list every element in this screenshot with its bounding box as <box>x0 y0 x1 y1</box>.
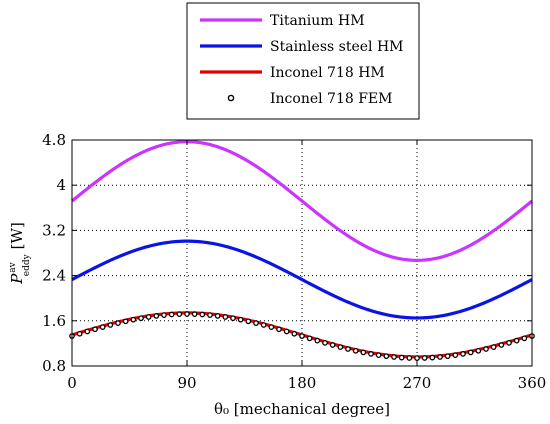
series-marker-inconel-718-fem <box>299 333 305 339</box>
series-marker-inconel-718-fem <box>145 314 152 320</box>
series-marker-inconel-718-fem <box>237 316 244 323</box>
series-marker-inconel-718-fem <box>460 351 466 357</box>
series-marker-inconel-718-fem <box>475 347 482 354</box>
series-marker-inconel-718-fem <box>414 355 420 361</box>
series-marker-inconel-718-fem <box>467 349 474 356</box>
series-marker-inconel-718-fem <box>322 340 328 346</box>
series-marker-inconel-718-fem <box>260 322 267 328</box>
legend-label-stainless-steel-hm: Stainless steel HM <box>270 39 404 55</box>
series-marker-inconel-718-fem <box>352 347 359 354</box>
series-marker-inconel-718-fem <box>153 313 160 319</box>
grid <box>72 140 532 366</box>
series-marker-inconel-718-fem <box>506 340 512 346</box>
series-marker-inconel-718-fem <box>452 352 459 358</box>
series-marker-inconel-718-fem <box>84 328 91 335</box>
series-marker-inconel-718-fem <box>406 355 413 361</box>
series-marker-inconel-718-fem <box>391 354 397 360</box>
legend: Titanium HM Stainless steel HM Inconel 718… <box>186 2 420 120</box>
series-marker-inconel-718-fem <box>130 316 137 323</box>
x-tick-label: 360 <box>518 374 547 392</box>
series-marker-inconel-718-fem <box>207 312 213 318</box>
series-marker-inconel-718-fem <box>214 313 221 319</box>
series-marker-inconel-718-fem <box>368 351 374 357</box>
y-axis-label-sub: eddy <box>22 253 32 276</box>
series-marker-inconel-718-fem <box>230 315 236 322</box>
series-marker-inconel-718-fem <box>276 326 282 333</box>
series-marker-inconel-718-fem <box>161 312 167 318</box>
series-marker-inconel-718-fem <box>184 311 190 317</box>
y-tick-label: 4.8 <box>42 131 66 149</box>
x-axis-label: θ₀ [mechanical degree] <box>214 400 390 418</box>
series-marker-inconel-718-fem <box>283 328 290 335</box>
y-tick-label: 3.2 <box>42 221 66 239</box>
series-marker-inconel-718-fem <box>291 330 298 337</box>
series-marker-inconel-718-fem <box>498 342 505 348</box>
legend-label-inconel-718-hm: Inconel 718 HM <box>270 65 385 81</box>
series-marker-inconel-718-fem <box>191 311 198 317</box>
plot-series <box>69 140 535 361</box>
series-marker-inconel-718-fem <box>437 354 443 360</box>
x-tick-label: 270 <box>403 374 432 392</box>
series-marker-inconel-718-fem <box>168 311 175 318</box>
series-marker-inconel-718-fem <box>306 335 313 342</box>
y-axis-label: Pav eddy [W] <box>8 222 32 285</box>
series-marker-inconel-718-fem <box>314 337 321 344</box>
series-marker-inconel-718-fem <box>176 311 183 317</box>
legend-swatch-inconel-718-fem <box>227 94 235 102</box>
series-marker-inconel-718-fem <box>115 320 121 326</box>
legend-label-titanium-hm: Titanium HM <box>270 13 365 29</box>
series-marker-inconel-718-fem <box>245 318 252 325</box>
series-marker-inconel-718-fem <box>253 320 259 326</box>
series-marker-inconel-718-fem <box>513 337 520 344</box>
series-marker-inconel-718-fem <box>345 346 351 352</box>
legend-box <box>186 2 420 120</box>
series-line-titanium-hm <box>70 140 534 262</box>
series-marker-inconel-718-fem <box>329 342 336 348</box>
y-tick-label: 2.4 <box>42 267 66 285</box>
series-marker-inconel-718-fem <box>268 324 275 330</box>
series-marker-inconel-718-fem <box>383 353 390 360</box>
x-tick-label: 0 <box>67 374 77 392</box>
series-marker-inconel-718-fem <box>521 335 528 342</box>
series-marker-inconel-718-fem <box>222 314 229 320</box>
series-marker-inconel-718-fem <box>92 326 98 333</box>
y-axis-label-sup: av <box>8 261 18 272</box>
x-tick-label: 90 <box>177 374 196 392</box>
y-axis-label-main: P <box>8 273 26 285</box>
series-marker-inconel-718-fem <box>429 354 436 361</box>
y-tick-label: 0.8 <box>42 357 66 375</box>
series-marker-inconel-718-fem <box>138 315 144 322</box>
series-marker-inconel-718-fem <box>99 324 106 330</box>
legend-label-inconel-718-fem: Inconel 718 FEM <box>270 91 393 107</box>
series-marker-inconel-718-fem <box>444 353 451 360</box>
series-marker-inconel-718-fem <box>360 349 367 356</box>
y-tick-label: 4 <box>56 176 66 194</box>
series-marker-inconel-718-fem <box>398 354 405 361</box>
series-marker-inconel-718-fem <box>76 330 83 337</box>
series-marker-inconel-718-fem <box>199 311 206 318</box>
series-marker-inconel-718-fem <box>375 352 382 358</box>
series-marker-inconel-718-fem <box>490 344 497 350</box>
series-marker-inconel-718-fem <box>483 346 489 352</box>
series-marker-inconel-718-fem <box>122 318 129 325</box>
axis-ticks: 0 90 180 270 360 0.8 1.6 2.4 3.2 4 4.8 <box>42 131 546 392</box>
y-axis-label-unit: [W] <box>8 222 26 249</box>
series-marker-inconel-718-fem <box>337 344 344 350</box>
y-tick-label: 1.6 <box>42 312 66 330</box>
series-line-stainless-steel-hm <box>71 239 533 320</box>
series-marker-inconel-718-fem <box>421 355 428 361</box>
x-tick-label: 180 <box>288 374 317 392</box>
series-marker-inconel-718-fem <box>107 322 114 328</box>
